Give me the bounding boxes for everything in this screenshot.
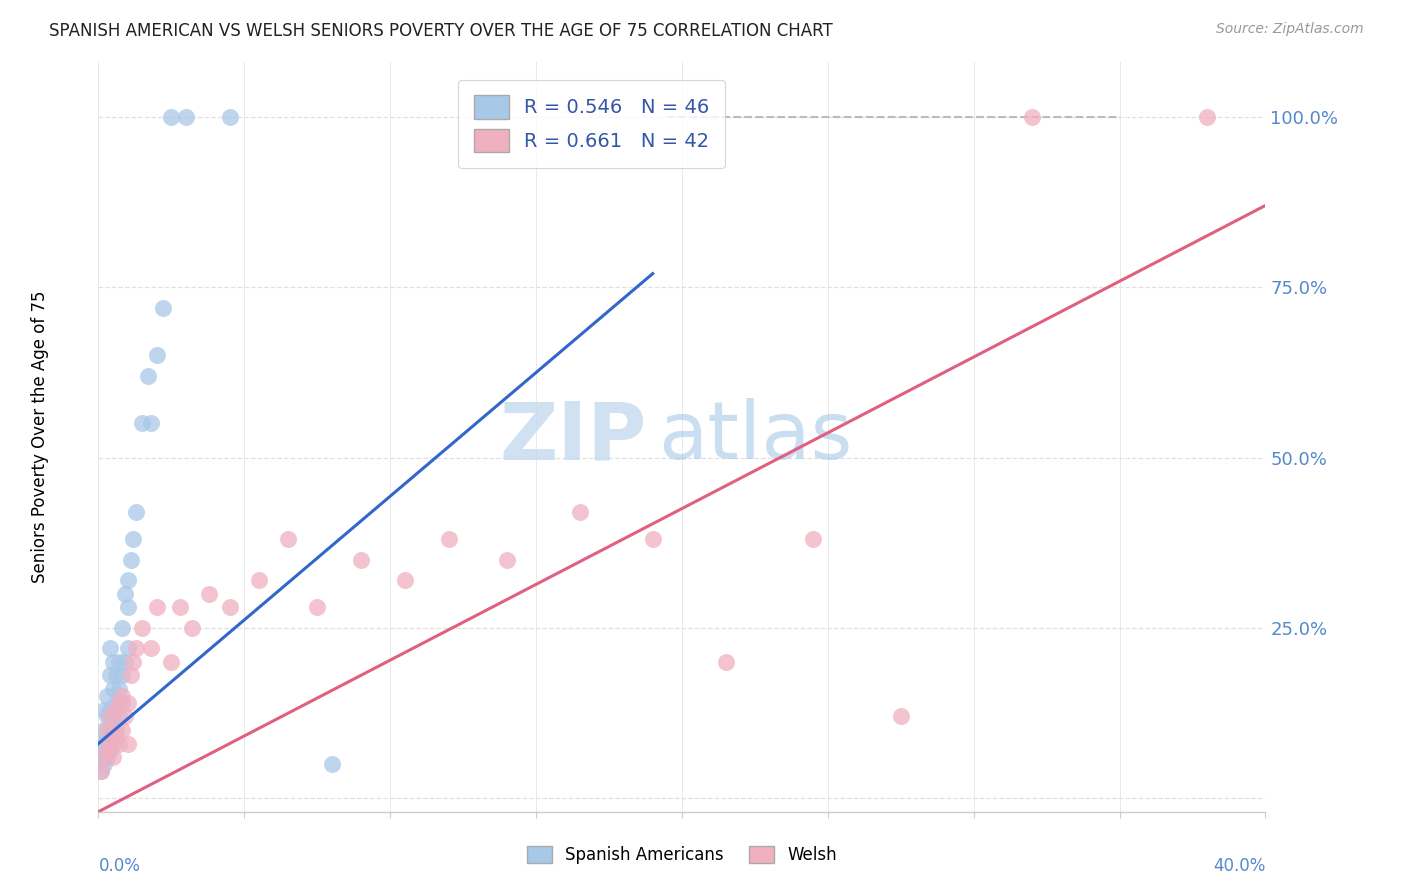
- Point: [350, 552, 373, 566]
- Point: [108, 709, 131, 723]
- Point: [101, 655, 124, 669]
- Point: [104, 668, 127, 682]
- Text: 40.0%: 40.0%: [1213, 856, 1265, 875]
- Point: [108, 696, 131, 710]
- Point: [114, 709, 136, 723]
- Point: [101, 723, 124, 737]
- Point: [111, 689, 134, 703]
- Point: [890, 709, 912, 723]
- Point: [98, 668, 121, 682]
- Point: [93, 757, 115, 772]
- Text: ZIP: ZIP: [499, 398, 647, 476]
- Point: [104, 730, 127, 744]
- Point: [1021, 110, 1043, 124]
- Point: [98, 737, 121, 751]
- Point: [122, 655, 145, 669]
- Point: [180, 621, 202, 635]
- Point: [122, 533, 145, 547]
- Point: [198, 587, 221, 601]
- Point: [104, 702, 127, 716]
- Point: [307, 600, 329, 615]
- Point: [125, 505, 148, 519]
- Point: [98, 709, 121, 723]
- Point: [131, 417, 153, 431]
- Point: [117, 573, 139, 587]
- Point: [146, 348, 169, 362]
- Point: [394, 573, 416, 587]
- Point: [96, 743, 118, 757]
- Point: [114, 587, 136, 601]
- Point: [139, 641, 162, 656]
- Point: [117, 737, 139, 751]
- Point: [496, 552, 519, 566]
- Point: [114, 655, 136, 669]
- Point: [101, 709, 124, 723]
- Point: [96, 689, 118, 703]
- Point: [101, 750, 124, 764]
- Point: [117, 641, 139, 656]
- Point: [247, 573, 270, 587]
- Point: [108, 655, 131, 669]
- Point: [641, 533, 664, 547]
- Point: [125, 641, 148, 656]
- Point: [108, 737, 131, 751]
- Point: [96, 730, 118, 744]
- Point: [111, 723, 134, 737]
- Point: [568, 505, 591, 519]
- Point: [104, 696, 127, 710]
- Legend: Spanish Americans, Welsh: Spanish Americans, Welsh: [520, 839, 844, 871]
- Point: [111, 621, 134, 635]
- Point: [146, 600, 169, 615]
- Text: Seniors Poverty Over the Age of 75: Seniors Poverty Over the Age of 75: [31, 291, 49, 583]
- Point: [101, 737, 124, 751]
- Text: SPANISH AMERICAN VS WELSH SENIORS POVERTY OVER THE AGE OF 75 CORRELATION CHART: SPANISH AMERICAN VS WELSH SENIORS POVERT…: [49, 22, 832, 40]
- Point: [111, 696, 134, 710]
- Point: [139, 417, 162, 431]
- Point: [108, 682, 131, 697]
- Point: [321, 757, 343, 772]
- Point: [174, 110, 197, 124]
- Point: [169, 600, 191, 615]
- Text: Source: ZipAtlas.com: Source: ZipAtlas.com: [1216, 22, 1364, 37]
- Point: [277, 533, 299, 547]
- Point: [152, 301, 174, 315]
- Point: [117, 696, 139, 710]
- Point: [111, 668, 134, 682]
- Point: [136, 368, 159, 383]
- Point: [96, 723, 118, 737]
- Point: [131, 621, 153, 635]
- Point: [120, 552, 142, 566]
- Point: [98, 641, 121, 656]
- Point: [160, 655, 183, 669]
- Point: [90, 764, 112, 778]
- Text: atlas: atlas: [658, 398, 853, 476]
- Point: [120, 668, 142, 682]
- Point: [98, 702, 121, 716]
- Point: [160, 110, 183, 124]
- Point: [90, 750, 112, 764]
- Point: [98, 743, 121, 757]
- Point: [93, 723, 115, 737]
- Point: [218, 110, 240, 124]
- Point: [93, 702, 115, 716]
- Point: [117, 600, 139, 615]
- Point: [98, 723, 121, 737]
- Point: [714, 655, 737, 669]
- Point: [1195, 110, 1218, 124]
- Point: [93, 750, 115, 764]
- Point: [218, 600, 240, 615]
- Point: [801, 533, 824, 547]
- Point: [93, 743, 115, 757]
- Text: 0.0%: 0.0%: [98, 856, 141, 875]
- Point: [104, 723, 127, 737]
- Point: [101, 682, 124, 697]
- Point: [90, 737, 112, 751]
- Point: [437, 533, 460, 547]
- Point: [90, 764, 112, 778]
- Point: [96, 709, 118, 723]
- Point: [96, 750, 118, 764]
